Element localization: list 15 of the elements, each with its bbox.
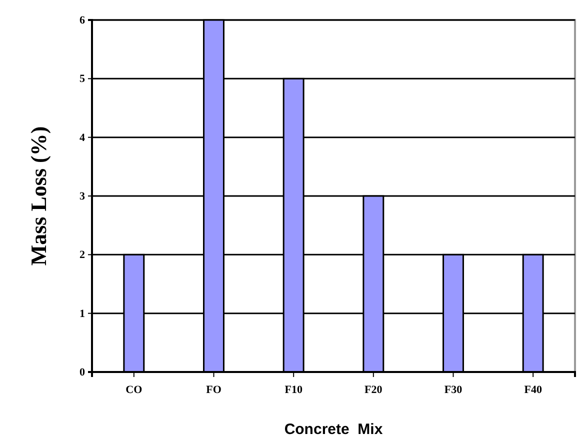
y-tick-label: 3 [80,190,86,203]
x-tick-label: F40 [524,384,542,396]
x-tick-label: CO [126,384,143,396]
y-tick-label: 4 [80,132,86,144]
y-tick-label: 5 [80,73,86,86]
x-tick-label: FO [206,384,222,396]
x-tick-label: F10 [284,384,303,396]
x-tick-label: F30 [444,384,463,396]
x-axis-title: Concrete Mix [284,421,384,438]
y-tick-label: 6 [80,14,86,27]
y-tick-label: 0 [80,366,86,379]
y-tick-label: 1 [80,308,85,320]
x-tick-label: F20 [364,384,383,396]
y-axis-title: Mass Loss (%) [26,126,51,266]
y-tick-label: 2 [80,249,86,262]
